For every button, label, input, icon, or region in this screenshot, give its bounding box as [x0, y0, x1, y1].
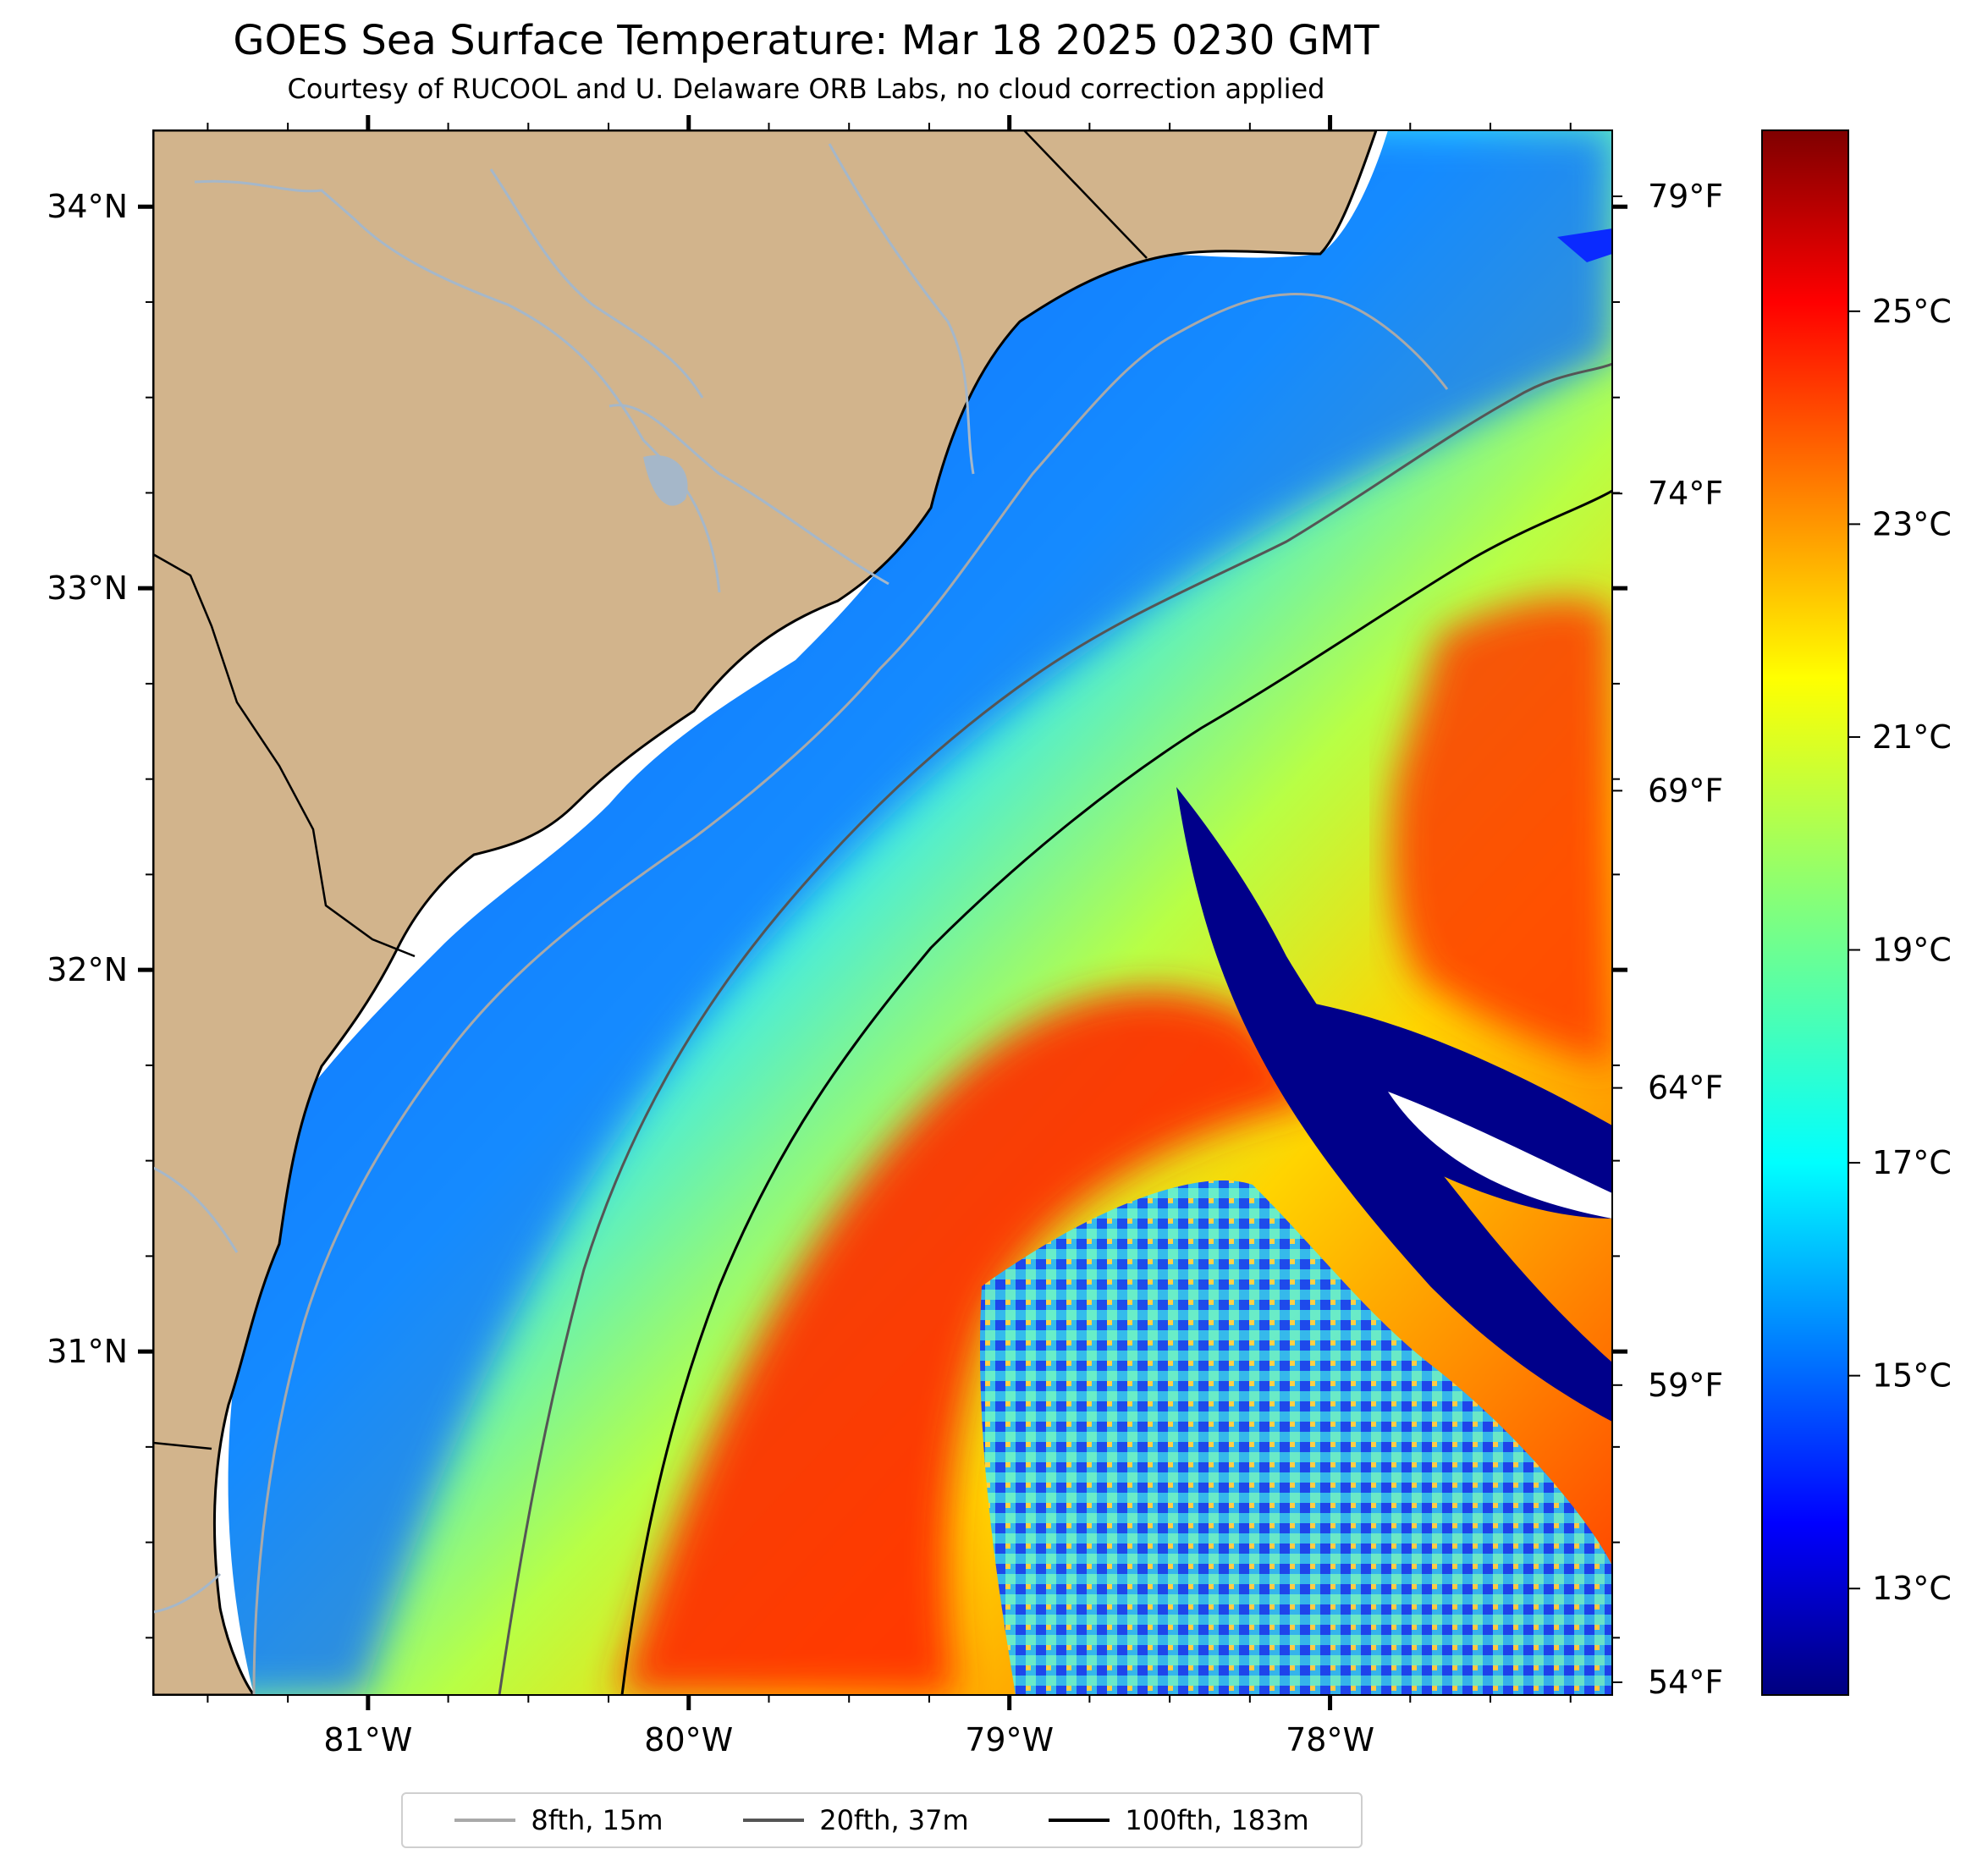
state-boundary-nc-sc — [1023, 130, 1148, 259]
cool-patch — [1557, 228, 1612, 262]
lat-tick-label: 31°N — [47, 1333, 128, 1370]
legend-swatch-8fth — [454, 1819, 516, 1822]
lake-marion — [643, 455, 688, 506]
gulf-stream-core — [618, 990, 1320, 1695]
river-4 — [828, 143, 975, 475]
sst-field — [153, 130, 1612, 1695]
map-title: GOES Sea Surface Temperature: Mar 18 202… — [233, 17, 1379, 64]
legend-swatch-20fth — [743, 1819, 805, 1822]
no-data-gap — [1388, 1092, 1612, 1219]
legend-label-8fth: 8fth, 15m — [531, 1804, 664, 1836]
legend-label-100fth: 100fth, 183m — [1125, 1804, 1309, 1836]
colorbar-tick-label: 13°C — [1872, 1570, 1952, 1607]
legend-item-20fth: 20fth, 37m — [743, 1804, 969, 1836]
river-3 — [489, 168, 704, 399]
colorbar-tick-label: 21°C — [1872, 718, 1952, 756]
river-6 — [153, 1572, 222, 1614]
lat-tick-label: 34°N — [47, 188, 128, 225]
map-axes: 34°N 33°N 32°N 31°N 81°W 80°W 79°W 78°W 79°F 74°F… — [47, 115, 1723, 1758]
legend-swatch-100fth — [1049, 1819, 1110, 1822]
land-mass — [153, 130, 1378, 1695]
isobath-20fth — [498, 362, 1612, 1695]
map-frame — [152, 129, 1613, 1696]
fahrenheit-label: 54°F — [1648, 1664, 1723, 1701]
colorbar-tick-label: 25°C — [1872, 293, 1952, 330]
cloud-contaminated-band — [1176, 787, 1612, 1422]
fahrenheit-label: 64°F — [1648, 1070, 1723, 1107]
fahrenheit-label: 74°F — [1648, 475, 1723, 512]
colorbar-tick-label: 19°C — [1872, 932, 1952, 969]
colorbar-tick-label: 15°C — [1872, 1357, 1952, 1395]
lat-tick-label: 32°N — [47, 951, 128, 988]
isobath-8fth — [252, 293, 1449, 1695]
state-boundary-ga-fl — [153, 1441, 212, 1450]
colorbar — [1761, 129, 1849, 1696]
colorbar-ticks: 25°C 23°C 21°C 19°C 17°C 15°C 13°C — [1848, 293, 1952, 1607]
fahrenheit-label: 59°F — [1648, 1367, 1723, 1404]
lon-tick-label: 78°W — [1286, 1721, 1374, 1758]
river-2 — [609, 404, 889, 586]
legend-label-20fth: 20fth, 37m — [819, 1804, 969, 1836]
river-5 — [153, 1166, 239, 1253]
map-subtitle: Courtesy of RUCOOL and U. Delaware ORB L… — [287, 73, 1325, 105]
isobath-legend: 8fth, 15m 20fth, 37m 100fth, 183m — [401, 1792, 1363, 1848]
lon-tick-label: 81°W — [323, 1721, 412, 1758]
lat-tick-label: 33°N — [47, 570, 128, 607]
legend-item-100fth: 100fth, 183m — [1049, 1804, 1309, 1836]
fahrenheit-label: 79°F — [1648, 178, 1723, 215]
state-boundary-sc-ga — [153, 553, 416, 958]
lon-tick-label: 80°W — [644, 1721, 733, 1758]
offshore-warm-eddy — [1391, 598, 1612, 1066]
cold-speckle-region — [980, 1180, 1612, 1695]
lon-tick-label: 79°W — [965, 1721, 1054, 1758]
isobath-100fth — [620, 489, 1612, 1695]
colorbar-tick-label: 17°C — [1872, 1144, 1952, 1181]
fahrenheit-label: 69°F — [1648, 772, 1723, 809]
colorbar-tick-label: 23°C — [1872, 505, 1952, 542]
legend-item-8fth: 8fth, 15m — [454, 1804, 663, 1836]
